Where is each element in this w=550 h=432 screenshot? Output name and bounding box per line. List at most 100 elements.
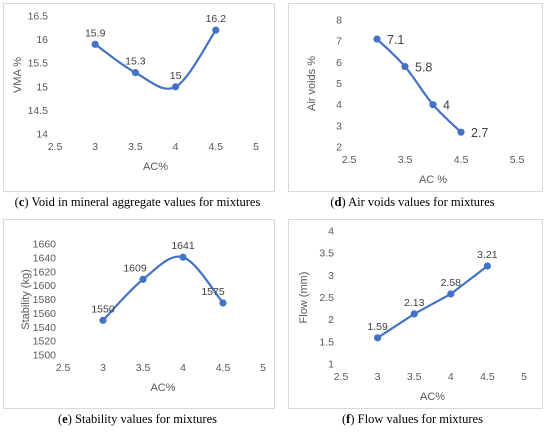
y-tick-label: 16 bbox=[36, 34, 48, 46]
caption-letter: e bbox=[62, 412, 68, 426]
y-tick-label: 1660 bbox=[33, 239, 57, 251]
series-line bbox=[376, 265, 489, 339]
data-point bbox=[374, 334, 382, 342]
x-axis-title: AC % bbox=[419, 174, 447, 186]
data-label: 2.13 bbox=[404, 297, 425, 309]
chart-panel-flow: 1 1.5 2 2.5 3 3.5 4 2.5 3 3.5 4 4.5 5 AC% Flow (mm) 1.5… bbox=[275, 216, 550, 432]
x-tick-label: 4.5 bbox=[216, 362, 231, 374]
data-point bbox=[410, 310, 418, 318]
y-tick-label: 1540 bbox=[33, 322, 57, 334]
flow-chart: 1 1.5 2 2.5 3 3.5 4 2.5 3 3.5 4 4.5 5 AC% Flow (mm) 1.5… bbox=[298, 226, 527, 404]
data-label: 15 bbox=[170, 70, 182, 82]
y-tick-label: 15.5 bbox=[28, 58, 49, 70]
data-label: 16.2 bbox=[206, 13, 227, 25]
y-tick-label: 1 bbox=[328, 359, 334, 371]
y-tick-label: 14.5 bbox=[28, 105, 49, 117]
caption-letter: f bbox=[346, 412, 351, 426]
chart-panel-air-voids: 2 3 4 5 6 7 8 2.5 3.5 4.5 5.5 AC % Air voids % 7.1 5.8… bbox=[275, 0, 550, 216]
chart-frame bbox=[3, 3, 275, 192]
x-tick-label: 4.5 bbox=[480, 371, 495, 383]
data-label: 1641 bbox=[171, 240, 195, 252]
series-line bbox=[376, 38, 462, 133]
x-tick-label: 3.5 bbox=[407, 371, 422, 383]
data-point bbox=[91, 40, 99, 48]
data-label: 1550 bbox=[91, 303, 115, 315]
x-tick-label: 3 bbox=[92, 141, 98, 153]
chart-frame bbox=[288, 3, 543, 192]
x-axis-title: AC% bbox=[143, 161, 168, 173]
y-axis-title: Flow (mm) bbox=[298, 272, 310, 324]
x-tick-label: 2.5 bbox=[342, 154, 357, 166]
caption-letter: d bbox=[334, 195, 342, 209]
y-tick-label: 2 bbox=[328, 314, 334, 326]
y-axis-title: VMA % bbox=[12, 57, 24, 93]
series-line bbox=[94, 29, 217, 90]
x-tick-label: 4.5 bbox=[208, 141, 223, 153]
y-tick-label: 6 bbox=[336, 57, 342, 69]
x-axis-title: AC% bbox=[150, 382, 175, 394]
data-label: 1609 bbox=[123, 262, 147, 274]
y-tick-label: 1500 bbox=[33, 350, 57, 362]
y-axis-title: Stability (kg) bbox=[20, 269, 32, 330]
data-label: 7.1 bbox=[387, 33, 404, 47]
caption-f: (f) Flow values for mixtures bbox=[342, 412, 483, 426]
caption-c: (c) Void in mineral aggregate values for… bbox=[14, 195, 261, 209]
data-label: 15.3 bbox=[125, 56, 146, 68]
data-label: 2.58 bbox=[441, 277, 462, 289]
x-tick-label: 4 bbox=[173, 141, 179, 153]
x-tick-label: 4 bbox=[448, 371, 454, 383]
series-line bbox=[102, 255, 224, 322]
x-tick-label: 3 bbox=[100, 362, 106, 374]
data-point bbox=[429, 101, 437, 109]
y-axis-title: Air voids % bbox=[306, 56, 318, 111]
x-axis-title: AC% bbox=[420, 391, 445, 403]
data-point bbox=[401, 62, 409, 71]
caption-d: (d) Air voids values for mixtures bbox=[330, 195, 495, 209]
data-label: 15.9 bbox=[85, 27, 106, 39]
data-label: 5.8 bbox=[415, 61, 432, 75]
y-tick-label: 8 bbox=[336, 15, 342, 27]
caption-letter: c bbox=[18, 195, 25, 209]
y-tick-label: 5 bbox=[336, 78, 342, 90]
data-point bbox=[212, 26, 220, 34]
x-tick-label: 5.5 bbox=[510, 154, 525, 166]
caption-text: Flow values for mixtures bbox=[357, 412, 483, 426]
x-tick-label: 2.5 bbox=[48, 141, 63, 153]
data-point bbox=[179, 253, 187, 261]
x-tick-label: 3.5 bbox=[398, 154, 413, 166]
y-tick-label: 2 bbox=[336, 142, 342, 154]
data-point bbox=[457, 128, 465, 136]
data-label: 1575 bbox=[201, 286, 225, 298]
data-point bbox=[131, 69, 139, 77]
chart-panel-stability: 1500 1520 1540 1560 1580 1600 1620 1640 1660 2.5 3… bbox=[0, 216, 275, 432]
data-label: 2.7 bbox=[471, 126, 488, 140]
y-tick-label: 1520 bbox=[33, 336, 57, 348]
x-tick-label: 5 bbox=[521, 371, 527, 383]
y-tick-label: 4 bbox=[336, 99, 342, 111]
y-tick-label: 15 bbox=[36, 81, 48, 93]
y-tick-label: 1620 bbox=[33, 266, 57, 278]
y-tick-label: 1.5 bbox=[319, 336, 334, 348]
y-tick-label: 3 bbox=[336, 120, 342, 132]
x-tick-label: 3.5 bbox=[128, 141, 143, 153]
y-tick-label: 16.5 bbox=[28, 11, 49, 23]
vma-chart: 14 14.5 15 15.5 16 16.5 2.5 3 3.5 4 4.5 5 AC% VMA % 15… bbox=[12, 11, 259, 174]
data-label: 3.21 bbox=[477, 249, 498, 261]
x-tick-label: 3.5 bbox=[136, 362, 151, 374]
chart-frame bbox=[3, 219, 275, 409]
y-tick-label: 1580 bbox=[33, 294, 57, 306]
data-label: 4 bbox=[443, 99, 450, 113]
x-tick-label: 4 bbox=[180, 362, 186, 374]
data-point bbox=[219, 299, 227, 307]
x-tick-label: 2.5 bbox=[56, 362, 71, 374]
x-tick-label: 3 bbox=[375, 371, 381, 383]
air-voids-chart: 2 3 4 5 6 7 8 2.5 3.5 4.5 5.5 AC % Air voids % 7.1 5.8… bbox=[306, 15, 525, 187]
data-point bbox=[483, 262, 491, 270]
y-tick-label: 2.5 bbox=[319, 292, 334, 304]
y-tick-label: 1640 bbox=[33, 252, 57, 264]
data-point bbox=[373, 35, 381, 43]
data-label: 1.59 bbox=[367, 321, 388, 333]
y-tick-label: 1600 bbox=[33, 280, 57, 292]
data-point bbox=[139, 275, 147, 283]
